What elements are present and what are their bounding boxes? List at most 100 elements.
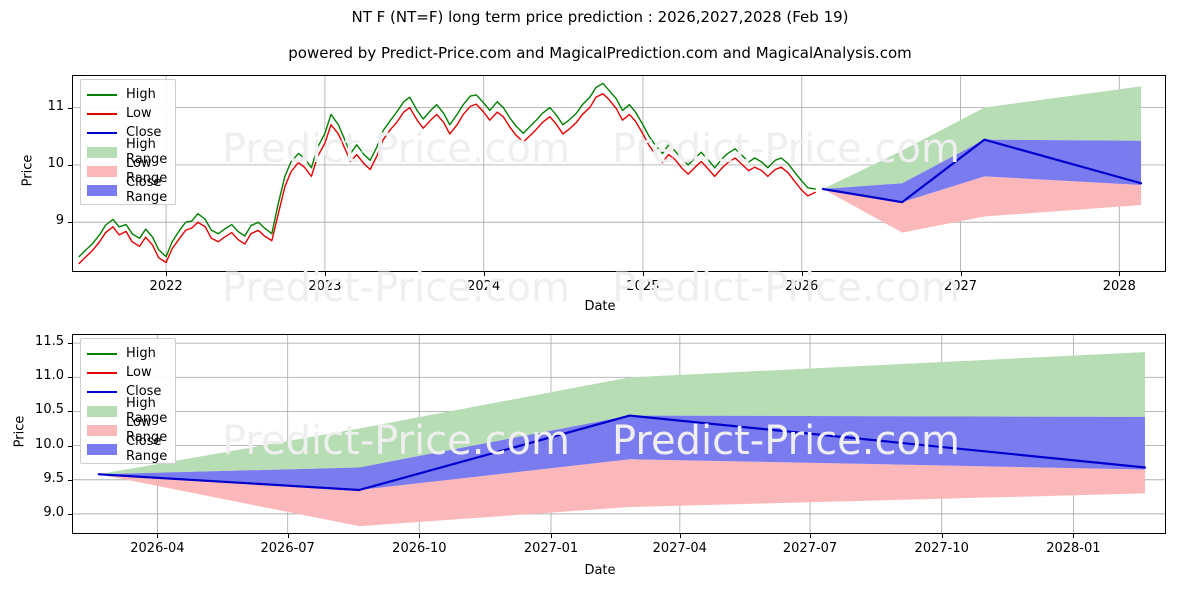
y-tick-label: 9.0 — [43, 504, 64, 520]
top-y-axis-label: Price — [20, 154, 36, 187]
x-tick-mark — [801, 272, 803, 276]
legend-item-high[interactable]: High — [87, 344, 167, 363]
band-high-range — [98, 352, 1145, 475]
legend-swatch-patch-icon — [87, 165, 117, 177]
x-tick-label: 2027-04 — [652, 541, 707, 556]
y-tick-label: 10.5 — [35, 402, 64, 418]
legend-swatch-patch-icon — [87, 146, 117, 158]
x-tick-mark — [1073, 534, 1075, 538]
y-tick-label: 10 — [47, 155, 64, 171]
legend-swatch-line-icon — [87, 127, 117, 139]
legend-swatch-line-icon — [87, 367, 117, 379]
bottom-legend[interactable]: High Low Close High Range Low Range Close Ran… — [80, 338, 177, 464]
y-tick-mark — [68, 343, 72, 345]
x-tick-label: 2026-04 — [130, 541, 185, 556]
band-low-range — [823, 176, 1142, 233]
legend-label: Low — [126, 106, 152, 121]
x-tick-mark — [1119, 272, 1121, 276]
y-tick-label: 11.0 — [35, 368, 64, 384]
chart-title: NT F (NT=F) long term price prediction :… — [351, 8, 849, 26]
legend-label: Close Range — [126, 433, 168, 464]
y-tick-label: 9.5 — [43, 470, 64, 486]
x-tick-mark — [551, 534, 553, 538]
legend-item-high[interactable]: High — [87, 85, 167, 104]
top-plot-area[interactable] — [72, 75, 1166, 272]
legend-swatch-line-icon — [87, 348, 117, 360]
x-tick-mark — [483, 272, 485, 276]
band-low-range — [98, 459, 1145, 527]
legend-item-low[interactable]: Low — [87, 363, 167, 382]
x-tick-mark — [679, 534, 681, 538]
legend-swatch-patch-icon — [87, 405, 117, 417]
legend-label: Low — [126, 365, 152, 380]
band-close-range — [98, 415, 1145, 490]
y-tick-mark — [68, 222, 72, 224]
x-tick-label: 2026-10 — [392, 541, 447, 556]
x-tick-label: 2027-01 — [523, 541, 579, 556]
x-tick-label: 2026 — [785, 279, 819, 294]
chart-subtitle: powered by Predict-Price.com and Magical… — [288, 44, 912, 62]
series-low — [78, 93, 816, 265]
legend-item-low-range[interactable]: Low Range — [87, 415, 167, 445]
y-tick-mark — [68, 445, 72, 447]
legend-label: Low Range — [126, 155, 168, 186]
legend-label: Close Range — [126, 174, 168, 205]
x-tick-label: 2027-07 — [782, 541, 838, 556]
legend-item-low[interactable]: Low — [87, 104, 167, 123]
top-x-axis-label: Date — [584, 299, 616, 314]
y-tick-mark — [68, 107, 72, 109]
legend-label: Low Range — [126, 414, 168, 445]
y-tick-label: 11 — [47, 98, 64, 114]
top-plot-svg — [73, 76, 1165, 271]
x-tick-label: 2026-07 — [260, 541, 315, 556]
x-tick-mark — [810, 534, 812, 538]
bottom-plot-area[interactable] — [72, 334, 1166, 534]
x-tick-mark — [960, 272, 962, 276]
y-tick-label: 11.5 — [35, 334, 64, 350]
y-tick-mark — [68, 164, 72, 166]
legend-item-high-range[interactable]: High Range — [87, 396, 167, 426]
legend-label: High — [126, 87, 156, 102]
legend-swatch-line-icon — [87, 89, 117, 101]
top-legend[interactable]: High Low Close High Range Low Range Close Ran… — [80, 79, 177, 205]
legend-label: Close — [126, 384, 162, 399]
y-tick-mark — [68, 377, 72, 379]
x-tick-label: 2022 — [149, 279, 183, 294]
bottom-plot-svg — [73, 335, 1165, 533]
y-tick-mark — [68, 513, 72, 515]
y-tick-mark — [68, 479, 72, 481]
x-tick-label: 2027-10 — [914, 541, 969, 556]
x-tick-mark — [166, 272, 168, 276]
legend-swatch-line-icon — [87, 108, 117, 120]
legend-item-high-range[interactable]: High Range — [87, 137, 167, 167]
bottom-x-axis-label: Date — [584, 563, 616, 578]
legend-label: High — [126, 346, 156, 361]
x-tick-mark — [287, 534, 289, 538]
legend-label: High Range — [126, 395, 168, 426]
legend-item-low-range[interactable]: Low Range — [87, 156, 167, 186]
band-close-range — [823, 139, 1142, 203]
legend-swatch-line-icon — [87, 386, 117, 398]
legend-swatch-patch-icon — [87, 424, 117, 436]
bottom-y-axis-label: Price — [12, 415, 28, 448]
legend-swatch-patch-icon — [87, 184, 117, 196]
x-tick-label: 2027 — [943, 279, 978, 294]
x-tick-label: 2023 — [308, 279, 342, 294]
x-tick-mark — [419, 534, 421, 538]
y-tick-mark — [68, 411, 72, 413]
series-high — [78, 82, 816, 258]
legend-item-close[interactable]: Close — [87, 123, 167, 142]
series-close — [821, 138, 1143, 204]
legend-item-close-range[interactable]: Close Range — [87, 175, 167, 205]
x-tick-mark — [941, 534, 943, 538]
x-tick-label: 2025 — [626, 279, 660, 294]
legend-label: Close — [126, 125, 162, 140]
legend-item-close[interactable]: Close — [87, 382, 167, 401]
legend-swatch-patch-icon — [87, 443, 117, 455]
x-tick-mark — [157, 534, 159, 538]
legend-item-close-range[interactable]: Close Range — [87, 434, 167, 464]
x-tick-label: 2024 — [467, 279, 501, 294]
x-tick-mark — [324, 272, 326, 276]
x-tick-label: 2028-01 — [1046, 541, 1101, 556]
legend-label: High Range — [126, 136, 168, 167]
